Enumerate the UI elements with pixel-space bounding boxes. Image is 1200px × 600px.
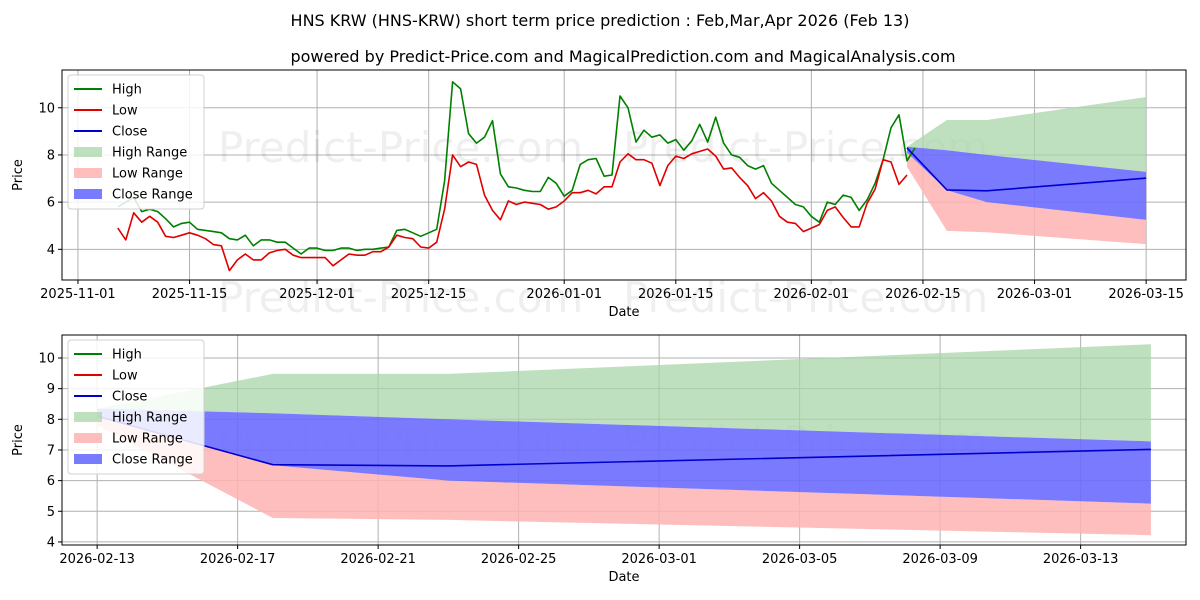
legend-label: High Range <box>112 146 187 161</box>
watermark-text: Predict-Price.com <box>218 123 583 172</box>
x-tick-label: 2026-03-15 <box>1108 287 1184 302</box>
y-tick-label: 6 <box>47 196 55 211</box>
y-tick-label: 5 <box>47 505 55 520</box>
x-tick-label: 2026-02-15 <box>885 287 961 302</box>
chart-title: HNS KRW (HNS-KRW) short term price predi… <box>291 11 910 30</box>
legend: High Low Close High Range Low Range Close Ran… <box>67 339 205 475</box>
legend-label: High Range <box>112 411 187 426</box>
y-tick-label: 4 <box>47 535 55 550</box>
x-tick-label: 2026-02-25 <box>481 552 557 567</box>
low-range-area <box>907 152 1147 245</box>
legend-patch-swatch <box>74 168 102 178</box>
y-tick-label: 8 <box>47 148 55 163</box>
low-range-area <box>97 416 1151 536</box>
y-tick-label: 9 <box>47 382 55 397</box>
x-tick-label: 2026-03-13 <box>1043 552 1119 567</box>
legend-label: Close <box>112 390 147 405</box>
axes-frame <box>61 69 1187 281</box>
y-tick-label: 7 <box>47 443 55 458</box>
x-tick-label: 2026-03-09 <box>902 552 978 567</box>
x-tick-label: 2026-01-01 <box>526 287 602 302</box>
watermark-text: Predict-Price.com <box>218 273 583 322</box>
chart-subtitle: powered by Predict-Price.com and Magical… <box>290 47 955 66</box>
x-tick-label: 2025-11-15 <box>152 287 228 302</box>
x-tick-label: 2026-02-13 <box>59 552 135 567</box>
legend-patch-swatch <box>74 412 102 422</box>
watermark-text: Predict-Price.com <box>623 273 988 322</box>
legend-patch-swatch <box>74 433 102 443</box>
legend-label: Low Range <box>112 432 183 447</box>
x-axis-label: Date <box>608 570 639 585</box>
legend-label: Low <box>112 104 138 119</box>
close-range-area <box>97 408 1151 504</box>
legend-label: High <box>112 348 142 363</box>
y-axis-label: Price <box>11 424 26 456</box>
legend-patch-swatch <box>74 147 102 157</box>
x-tick-label: 2026-02-21 <box>340 552 416 567</box>
close-range-area <box>907 146 1147 220</box>
legend-patch-swatch <box>74 454 102 464</box>
axes-frame <box>61 334 1187 546</box>
legend-patch-swatch <box>74 189 102 199</box>
y-tick-label: 10 <box>38 351 55 366</box>
high-series-line <box>117 81 916 255</box>
x-tick-label: 2026-03-05 <box>762 552 838 567</box>
high-range-area <box>97 344 1151 442</box>
x-tick-label: 2025-12-15 <box>391 287 467 302</box>
bottom-panel: Predict-Price.comPredict-Price.com2026-0… <box>11 334 1187 585</box>
legend: High Low Close High Range Low Range Close Ran… <box>67 74 205 210</box>
y-tick-label: 6 <box>47 474 55 489</box>
x-tick-label: 2026-02-01 <box>774 287 850 302</box>
x-tick-label: 2026-03-01 <box>997 287 1073 302</box>
top-panel: Predict-Price.com Predict-Price.com Predic… <box>11 69 1187 322</box>
legend-label: Close Range <box>112 188 193 203</box>
x-tick-label: 2026-02-17 <box>200 552 276 567</box>
y-tick-label: 4 <box>47 243 55 258</box>
x-tick-label: 2025-11-01 <box>40 287 116 302</box>
high-range-area <box>907 97 1147 172</box>
y-axis-label: Price <box>11 159 26 191</box>
legend-label: Close Range <box>112 453 193 468</box>
low-series-line <box>117 148 908 272</box>
y-tick-label: 10 <box>38 101 55 116</box>
legend-label: Low <box>112 369 138 384</box>
close-forecast-line <box>906 147 1147 192</box>
legend-label: Low Range <box>112 167 183 182</box>
y-tick-label: 8 <box>47 413 55 428</box>
legend-label: High <box>112 83 142 98</box>
x-tick-label: 2026-01-15 <box>638 287 714 302</box>
x-axis-label: Date <box>608 305 639 320</box>
legend-label: Close <box>112 125 147 140</box>
x-tick-label: 2025-12-01 <box>279 287 355 302</box>
x-tick-label: 2026-03-01 <box>621 552 697 567</box>
